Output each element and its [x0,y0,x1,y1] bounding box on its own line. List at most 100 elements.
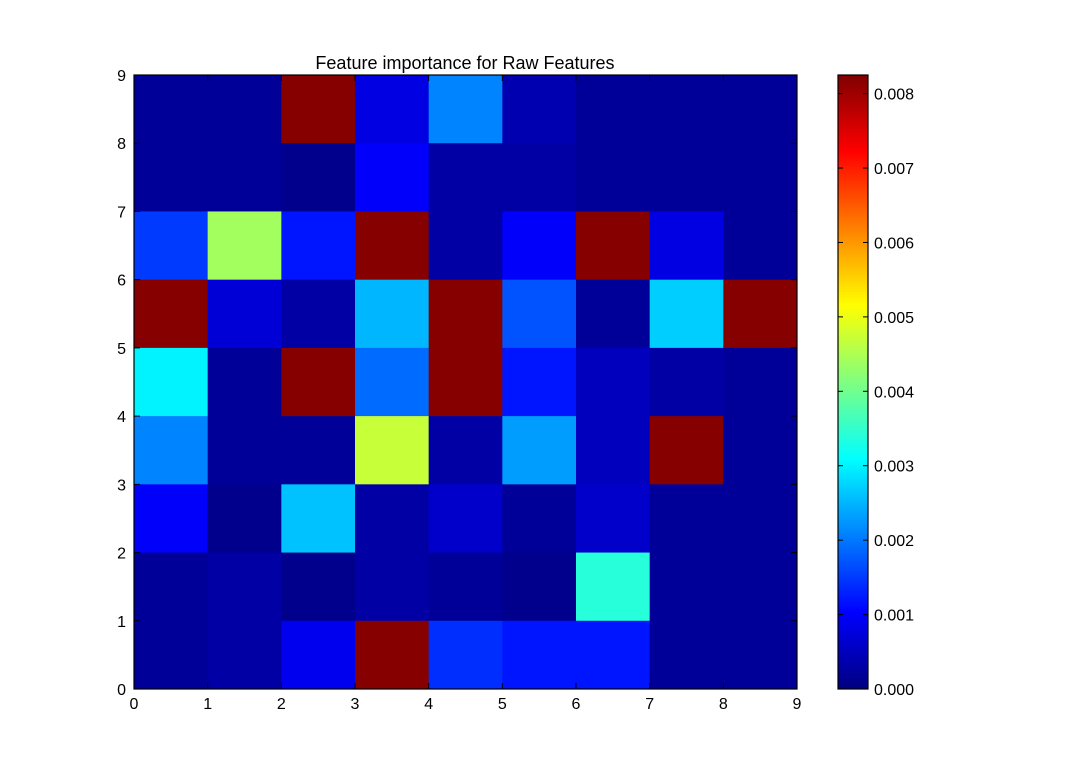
heatmap-cell [649,211,724,281]
heatmap-cell [355,143,430,212]
colorbar-tick-label: 0.008 [874,87,914,104]
y-tick-label: 7 [117,204,126,221]
colorbar-tick-label: 0.000 [874,682,914,699]
y-tick-label: 0 [117,682,126,699]
heatmap-cell [723,620,798,690]
heatmap-cell [502,75,577,144]
heatmap-cell [723,211,798,281]
heatmap-cell [649,143,724,212]
x-tick-label: 7 [645,696,654,713]
heatmap-cell [649,347,724,417]
heatmap-cell [281,75,356,144]
heatmap-cell [281,552,356,622]
heatmap-cell [207,143,282,212]
y-tick-label: 4 [117,409,126,426]
heatmap-cell [355,211,430,281]
heatmap-cell [428,211,503,281]
colorbar-gradient [837,74,869,690]
x-tick-label: 3 [351,696,360,713]
heatmap-cell [134,347,209,417]
heatmap-cell [723,484,798,554]
heatmap-cell [428,143,503,212]
heatmap-cell [502,347,577,417]
heatmap-cell [355,75,430,144]
heatmap-cell [576,211,651,281]
colorbar-tick-label: 0.007 [874,161,914,178]
heatmap-cell [723,143,798,212]
heatmap-cell [428,347,503,417]
heatmap-cell [502,484,577,554]
heatmap-cell [207,484,282,554]
heatmap-cell [281,484,356,554]
x-tick-label: 6 [572,696,581,713]
heatmap-cell [576,279,651,349]
heatmap-cell [134,416,209,485]
heatmap-cell [502,279,577,349]
heatmap-cell [355,484,430,554]
heatmap-cell [281,143,356,212]
y-tick-label: 8 [117,136,126,153]
heatmap-cell [134,552,209,622]
heatmap-cell [723,347,798,417]
heatmap-cell [723,75,798,144]
heatmap-cell [207,552,282,622]
x-tick-label: 9 [793,696,802,713]
heatmap-cell [576,620,651,690]
heatmap-cell [281,620,356,690]
heatmap-cell [723,552,798,622]
heatmap-cell [649,484,724,554]
heatmap-cell [428,484,503,554]
heatmap-cell [355,279,430,349]
heatmap-cell [281,211,356,281]
y-tick-label: 2 [117,546,126,563]
heatmap-cell [723,279,798,349]
y-tick-label: 3 [117,477,126,494]
heatmap-cell [134,75,209,144]
x-tick-label: 5 [498,696,507,713]
colorbar-tick-label: 0.004 [874,384,914,401]
heatmap-cell [428,279,503,349]
x-axis: 0 1 2 3 4 5 6 7 8 9 [130,75,802,713]
heatmap-cell [134,211,209,281]
heatmap-cell [428,416,503,485]
heatmap-cell [649,75,724,144]
heatmap-cell [134,620,209,690]
heatmap-cell [207,347,282,417]
heatmap-cell [207,279,282,349]
heatmap-cell [723,416,798,485]
heatmap-cell [502,143,577,212]
y-tick-label: 5 [117,341,126,358]
colorbar-tick-label: 0.001 [874,608,914,625]
y-tick-label: 6 [117,273,126,290]
x-tick-label: 1 [203,696,212,713]
heatmap-cell [281,279,356,349]
heatmap-cell [207,620,282,690]
heatmap-cell [649,552,724,622]
heatmap-cell [281,416,356,485]
chart-title: Feature importance for Raw Features [315,53,614,73]
heatmap-cell [134,143,209,212]
x-tick-label: 4 [424,696,433,713]
heatmap-cell [428,552,503,622]
heatmap-cell [355,552,430,622]
heatmap-cell [207,75,282,144]
colorbar-tick-label: 0.002 [874,533,914,550]
heatmap-cell [502,620,577,690]
heatmap-cell [502,552,577,622]
heatmap-cell [576,416,651,485]
y-tick-label: 1 [117,614,126,631]
heatmap-cell [502,211,577,281]
y-axis: 0 1 2 3 4 5 6 7 8 9 [117,68,797,699]
heatmap-cell [355,347,430,417]
x-tick-label: 0 [130,696,139,713]
plot-frame [133,74,798,690]
heatmap-cell [649,620,724,690]
heatmap-cell [428,75,503,144]
colorbar-ticks: 0.000 0.001 0.002 0.003 0.004 0.005 0.006 0.007… [838,87,914,699]
heatmap-cell [207,416,282,485]
colorbar: 0.000 0.001 0.002 0.003 0.004 0.005 0.006 0.007… [837,74,914,699]
heatmap-cell [576,143,651,212]
heatmap-cell [576,552,651,622]
x-tick-label: 8 [719,696,728,713]
